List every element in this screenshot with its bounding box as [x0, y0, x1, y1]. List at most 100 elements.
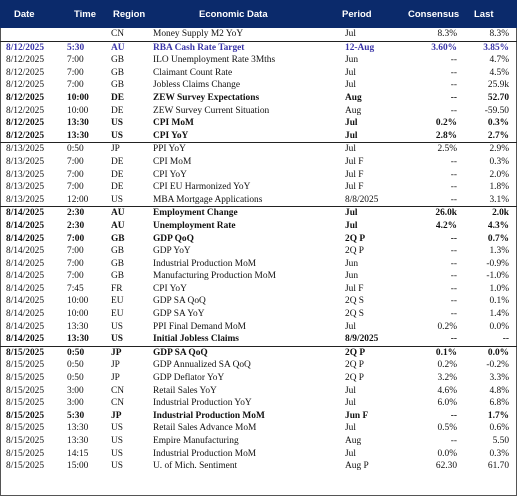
cell-date: 8/12/2025 [6, 118, 45, 129]
cell-period: Jul [345, 80, 356, 91]
cell-event: GDP SA QoQ [153, 296, 206, 307]
cell-time: 7:00 [67, 169, 84, 180]
cell-time: 13:30 [67, 436, 89, 446]
header-date: Date [14, 9, 35, 20]
cell-date: 8/15/2025 [6, 347, 45, 358]
cell-period: 2Q P [345, 347, 366, 358]
cell-period: Jul F [345, 182, 364, 193]
cell-consensus: -- [450, 67, 457, 78]
cell-time: 7:00 [67, 67, 84, 78]
table-row: 8/13/2025 7:00 DE CPI EU Harmonized YoY Jul … [0, 181, 517, 194]
cell-event: Jobless Claims Change [153, 80, 240, 91]
cell-time: 7:00 [67, 246, 84, 257]
cell-last: 2.7% [487, 130, 509, 141]
cell-period: Jul F [345, 169, 364, 180]
cell-date: 8/14/2025 [6, 220, 45, 231]
cell-period: Aug [345, 92, 362, 103]
cell-time: 0:50 [67, 144, 84, 155]
table-row: 8/14/2025 10:00 EU GDP SA YoY 2Q S -- 1.4% [0, 308, 517, 321]
cell-period: Jul [345, 29, 356, 39]
cell-time: 5:30 [67, 410, 85, 421]
cell-last: 5.50 [492, 436, 509, 446]
cell-region: JP [111, 360, 120, 371]
table-row: 8/13/2025 7:00 DE CPI YoY Jul F -- 2.0% [0, 169, 517, 182]
cell-event: CPI MoM [153, 156, 192, 167]
cell-consensus: 3.60% [431, 42, 457, 53]
cell-time: 10:00 [67, 309, 89, 320]
cell-period: 2Q P [345, 373, 365, 384]
cell-region: FR [111, 283, 123, 294]
header-time: Time [74, 9, 97, 20]
cell-region: DE [111, 156, 124, 167]
cell-region: DE [111, 182, 124, 193]
cell-last: 3.85% [483, 42, 509, 53]
cell-date: 8/13/2025 [6, 182, 45, 193]
cell-last: 4.5% [489, 67, 509, 78]
cell-date: 8/12/2025 [6, 130, 45, 141]
cell-period: 2Q S [345, 309, 365, 320]
cell-last: 2.0% [489, 169, 509, 180]
cell-event: U. of Mich. Sentiment [153, 461, 238, 472]
cell-region: US [111, 130, 123, 141]
cell-consensus: -- [450, 233, 457, 244]
cell-consensus: -- [450, 169, 457, 180]
cell-time: 0:50 [67, 347, 85, 358]
cell-time: 7:00 [67, 55, 84, 66]
cell-event: CPI YoY [153, 130, 189, 141]
cell-date: 8/15/2025 [6, 398, 45, 409]
cell-event: Money Supply M2 YoY [153, 29, 244, 39]
cell-time: 14:15 [67, 448, 89, 459]
table-row: 8/12/2025 7:00 GB Claimant Count Rate Jul -- 4… [0, 67, 517, 80]
cell-time: 0:50 [67, 360, 84, 371]
cell-date: 8/13/2025 [6, 194, 45, 205]
cell-consensus: -- [450, 334, 457, 345]
cell-region: AU [111, 208, 125, 219]
cell-period: Jul [345, 448, 356, 459]
cell-period: 2Q P [345, 246, 365, 257]
cell-consensus: 0.5% [437, 423, 457, 434]
cell-event: RBA Cash Rate Target [153, 42, 245, 53]
cell-consensus: 4.2% [435, 220, 457, 231]
cell-date: 8/13/2025 [6, 156, 45, 167]
cell-period: 12-Aug [345, 42, 375, 53]
cell-region: JP [111, 144, 120, 155]
cell-date: 8/14/2025 [6, 233, 45, 244]
table-row: 8/12/2025 7:00 GB ILO Unemployment Rate 3Mt… [0, 54, 517, 67]
cell-consensus: 0.2% [435, 118, 457, 129]
cell-last: 1.4% [489, 309, 509, 320]
cell-last: -59.50 [484, 105, 509, 116]
cell-time: 2:30 [67, 208, 85, 219]
cell-period: Jul [345, 220, 358, 231]
cell-last: 61.70 [487, 461, 509, 472]
cell-date: 8/14/2025 [6, 334, 45, 345]
cell-event: PPI YoY [153, 144, 186, 155]
cell-region: AU [111, 220, 125, 231]
cell-time: 7:00 [67, 182, 84, 193]
cell-consensus: -- [450, 283, 457, 294]
cell-event: MBA Mortgage Applications [153, 194, 263, 205]
cell-period: Jul [345, 130, 358, 141]
cell-date: 8/14/2025 [6, 258, 45, 269]
cell-consensus: -- [450, 92, 457, 103]
cell-period: Aug [345, 105, 362, 116]
cell-date: 8/14/2025 [6, 309, 45, 320]
cell-event: Industrial Production MoM [153, 258, 257, 269]
cell-time: 13:30 [67, 423, 89, 434]
cell-consensus: 2.8% [435, 130, 457, 141]
cell-period: Jul F [345, 283, 364, 294]
cell-region: JP [111, 410, 122, 421]
table-row: 8/12/2025 7:00 GB Jobless Claims Change Jul -… [0, 79, 517, 92]
cell-event: CPI MoM [153, 118, 194, 129]
cell-last: -0.9% [486, 258, 509, 269]
cell-last: 0.0% [487, 347, 509, 358]
cell-last: 0.0% [489, 321, 509, 332]
cell-consensus: 3.2% [437, 373, 457, 384]
cell-event: Manufacturing Production MoM [153, 271, 276, 282]
cell-region: GB [111, 246, 125, 257]
cell-last: 1.3% [489, 246, 509, 257]
cell-last: 2.0k [492, 208, 509, 219]
cell-period: 2Q S [345, 296, 365, 307]
cell-last: 1.7% [487, 410, 509, 421]
cell-date: 8/12/2025 [6, 105, 45, 116]
